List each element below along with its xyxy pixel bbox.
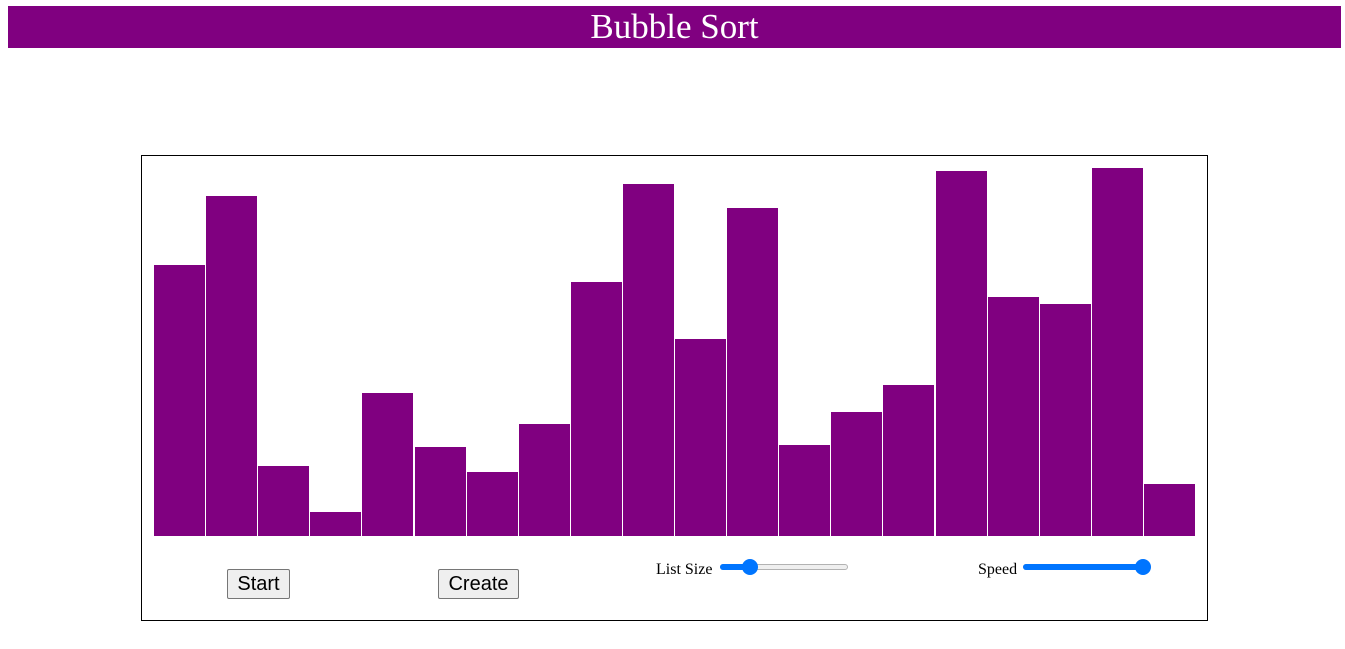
create-button[interactable]: Create xyxy=(438,569,519,599)
bar xyxy=(1091,168,1143,536)
bar xyxy=(987,297,1039,536)
page-title: Bubble Sort xyxy=(8,6,1341,48)
bar xyxy=(883,385,935,536)
bar xyxy=(935,171,987,536)
bar xyxy=(154,265,206,536)
bar xyxy=(622,184,674,536)
speed-slider[interactable] xyxy=(1023,559,1151,575)
start-button[interactable]: Start xyxy=(227,569,290,599)
bar xyxy=(258,466,310,536)
list-size-slider[interactable] xyxy=(720,559,848,575)
list-size-thumb[interactable] xyxy=(742,559,759,575)
speed-thumb[interactable] xyxy=(1135,559,1151,575)
bar xyxy=(518,424,570,536)
bar xyxy=(310,512,362,536)
speed-label: Speed xyxy=(978,561,1018,578)
bar xyxy=(675,339,727,536)
bar-chart xyxy=(154,156,1196,536)
bar xyxy=(1143,484,1195,536)
bar xyxy=(1039,304,1091,536)
bar xyxy=(831,412,883,536)
speed-fill xyxy=(1023,564,1143,570)
list-size-fill xyxy=(720,564,751,570)
bar xyxy=(206,196,258,536)
bar xyxy=(414,447,466,536)
bar xyxy=(466,472,518,536)
list-size-label: List Size xyxy=(656,561,713,578)
sort-panel: Start Create List Size Speed xyxy=(141,155,1208,621)
bar xyxy=(362,393,414,536)
bar xyxy=(570,282,622,536)
bar xyxy=(779,445,831,536)
bar xyxy=(727,208,779,536)
